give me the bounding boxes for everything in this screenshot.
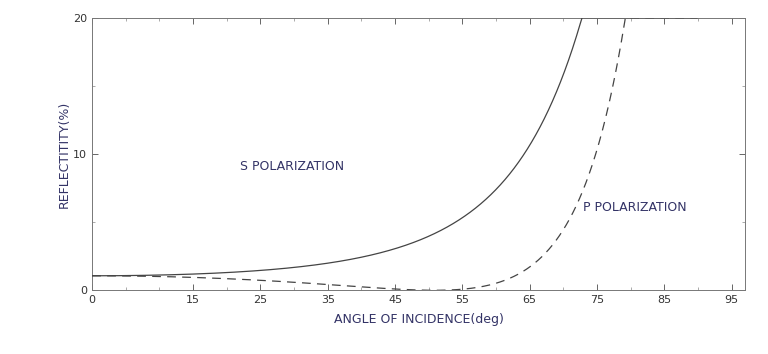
- Text: P POLARIZATION: P POLARIZATION: [584, 201, 687, 214]
- X-axis label: ANGLE OF INCIDENCE(deg): ANGLE OF INCIDENCE(deg): [333, 314, 504, 326]
- Text: S POLARIZATION: S POLARIZATION: [240, 160, 344, 173]
- Y-axis label: REFLECTITITY(%): REFLECTITITY(%): [58, 101, 71, 207]
